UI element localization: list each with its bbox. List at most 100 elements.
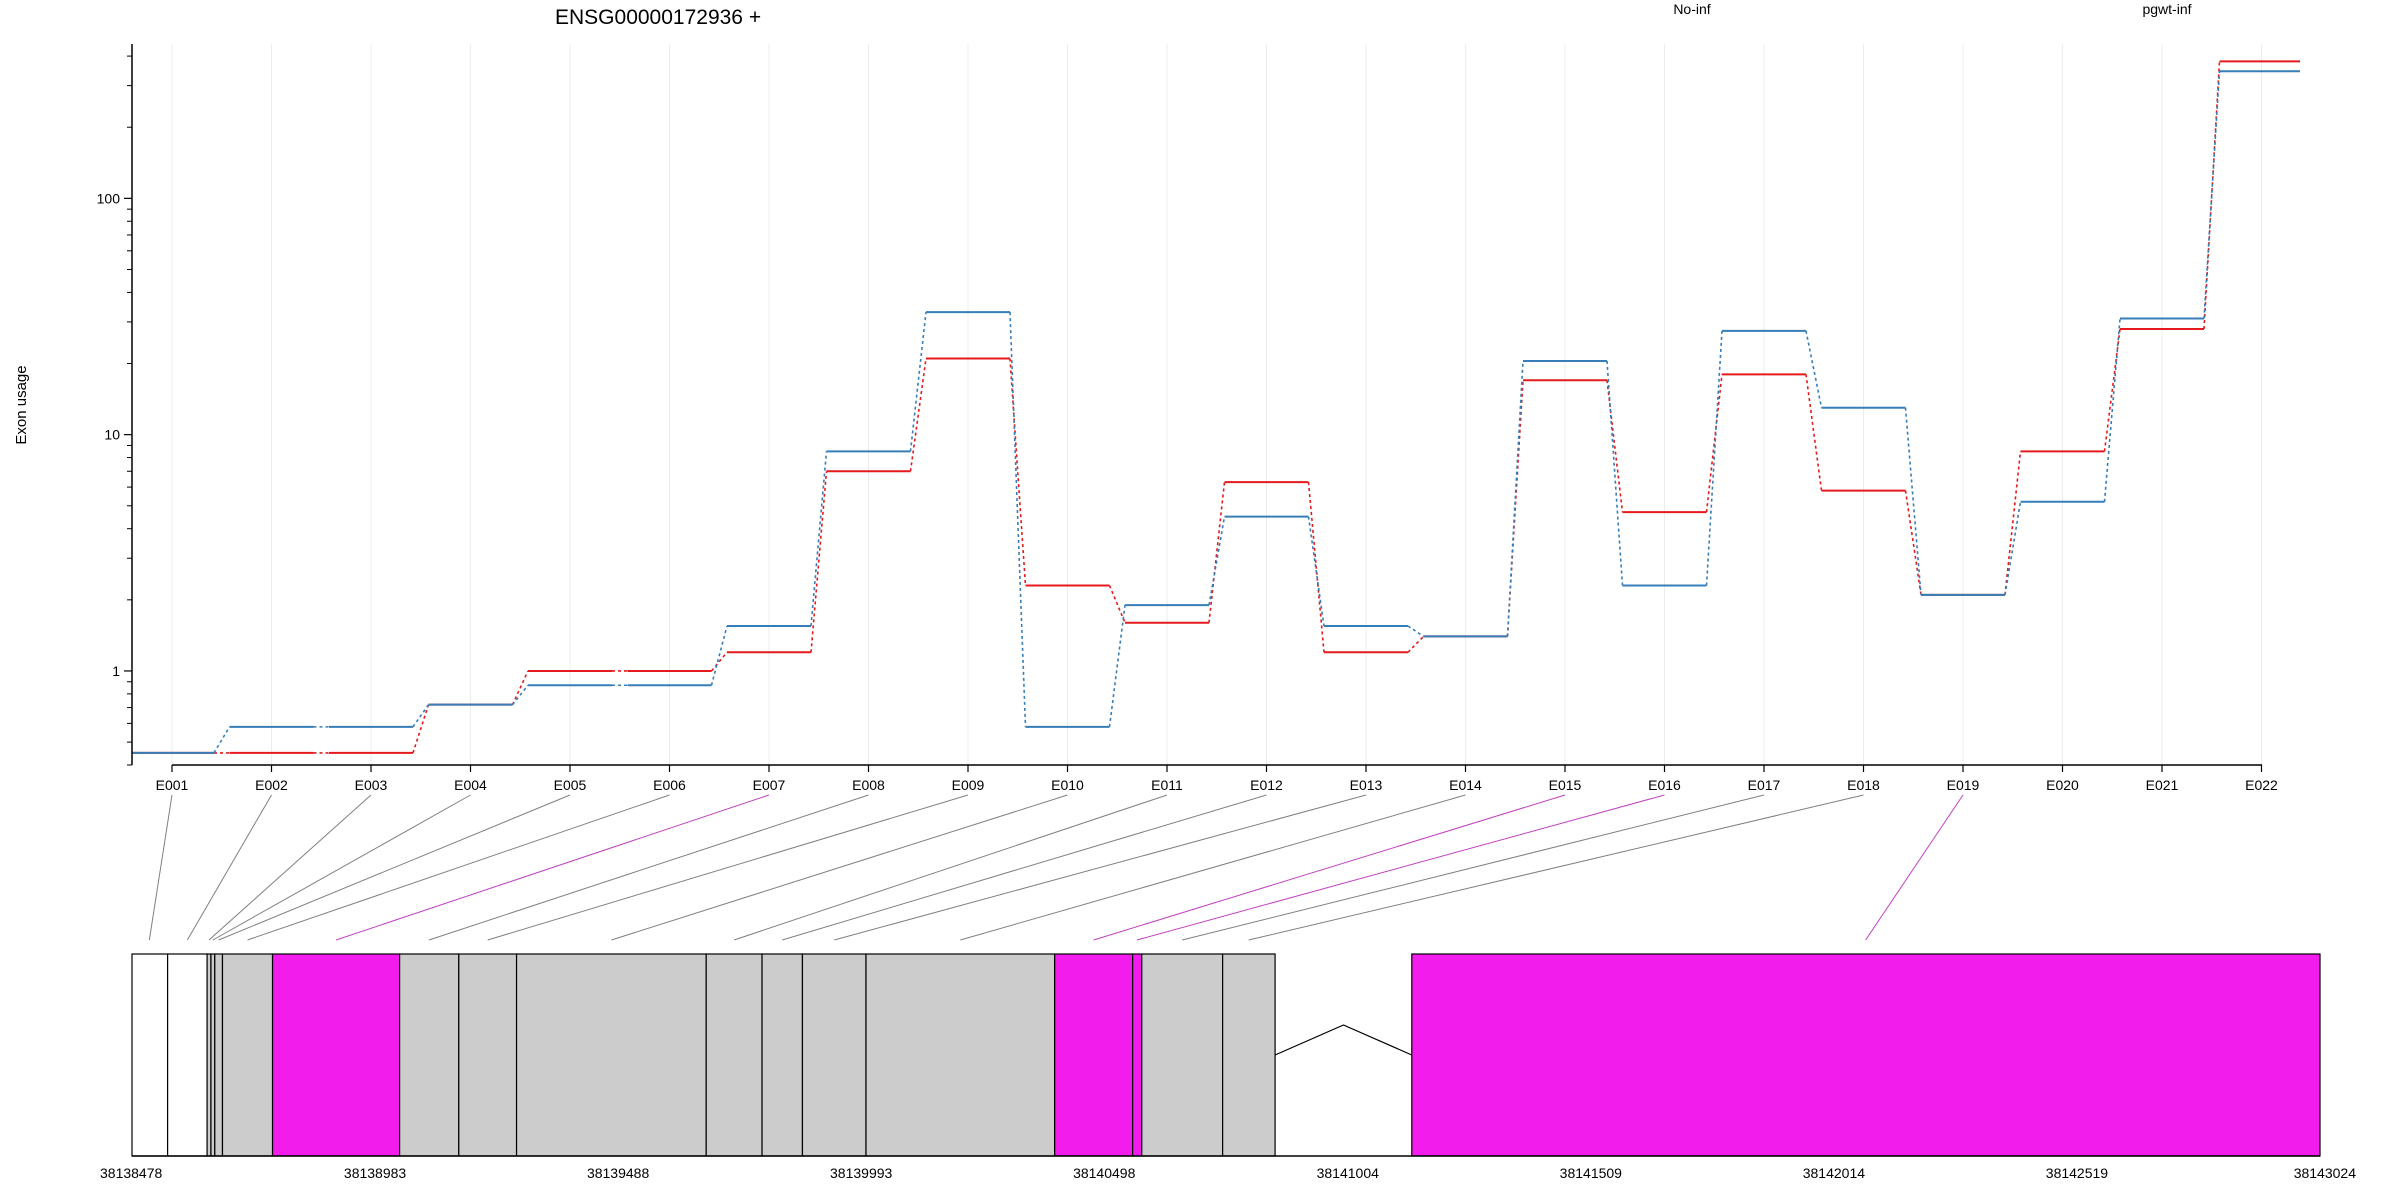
exon-connector-e006 (247, 794, 670, 941)
exon-block (801, 953, 867, 1157)
exon-connector-e019 (1865, 794, 1964, 941)
x-tick-label-e006: E006 (653, 777, 686, 793)
coordinate-label: 38143024 (2294, 1165, 2357, 1181)
x-tick-label-e017: E017 (1748, 777, 1781, 793)
x-tick-label-e014: E014 (1449, 777, 1482, 793)
exon-connector-e014 (960, 794, 1466, 941)
x-tick-label-e005: E005 (554, 777, 587, 793)
exon-connector-e011 (733, 794, 1168, 941)
data-transition (710, 625, 728, 686)
data-transition (1805, 330, 1823, 408)
legend-no-inf: No-inf (1673, 1, 1710, 17)
x-tick-label-e016: E016 (1648, 777, 1681, 793)
series-pgwt-inf (132, 70, 2300, 754)
data-transition (1904, 407, 1922, 595)
exon-block (214, 953, 224, 1157)
x-tick-label-e001: E001 (156, 777, 189, 793)
exon-connector-e005 (218, 794, 571, 941)
exon-block (515, 953, 707, 1157)
x-tick-label-e020: E020 (2046, 777, 2079, 793)
exon-block (458, 953, 518, 1157)
y-axis-label: Exon usage (13, 365, 30, 444)
x-tick-label-e012: E012 (1250, 777, 1283, 793)
exon-connector-e003 (208, 794, 372, 941)
gene-model (131, 953, 2321, 1157)
exon-block (221, 953, 274, 1157)
x-tick-label-e002: E002 (255, 777, 288, 793)
exon-block (761, 953, 804, 1157)
exon-connector-e010 (611, 794, 1068, 941)
data-transition (1307, 516, 1325, 627)
data-transition (710, 651, 728, 672)
y-tick-label: 100 (97, 190, 121, 206)
chart-title: ENSG00000172936 + (555, 6, 761, 29)
data-transition (1705, 330, 1723, 586)
data-transition (1606, 380, 1624, 513)
x-tick-label-e011: E011 (1151, 777, 1183, 793)
coordinate-label: 38139993 (830, 1165, 893, 1181)
x-tick-label-e009: E009 (952, 777, 985, 793)
exon-block (1141, 953, 1224, 1157)
data-transition (2103, 318, 2121, 502)
exon-connector-e001 (148, 794, 173, 941)
coordinate-label: 38138478 (100, 1165, 163, 1181)
x-tick-label-e022: E022 (2245, 777, 2278, 793)
data-transition (909, 358, 927, 472)
x-tick-label-e003: E003 (355, 777, 388, 793)
x-tick-label-e010: E010 (1051, 777, 1084, 793)
x-tick-label-e008: E008 (852, 777, 885, 793)
x-tick-label-e013: E013 (1350, 777, 1383, 793)
grid-lines (171, 44, 2262, 765)
coordinate-label: 38139488 (587, 1165, 650, 1181)
exon-block (705, 953, 763, 1157)
data-transition (2004, 501, 2022, 595)
x-ticks: E001 E002 E003 E004 E005 E006 E007 E008 E009 E010… (156, 765, 2278, 793)
data-transition (1506, 360, 1524, 637)
exon-connectors (148, 794, 1964, 941)
axes (131, 44, 2262, 766)
y-tick-label: 10 (104, 427, 120, 443)
data-transition (1108, 604, 1126, 727)
data-transition (1307, 482, 1325, 653)
data-transition (511, 670, 529, 706)
x-tick-label-e015: E015 (1549, 777, 1582, 793)
data-transition (1108, 585, 1126, 624)
coordinate-label: 38142014 (1803, 1165, 1866, 1181)
exon-connector-e018 (1248, 794, 1864, 941)
x-tick-label-e021: E021 (2146, 777, 2179, 793)
exon-block (131, 953, 169, 1157)
data-transition (213, 726, 231, 754)
data-transition (1208, 516, 1226, 606)
exon-block (1132, 953, 1143, 1157)
exon-block (271, 953, 401, 1157)
series-no-inf (132, 60, 2300, 754)
exon-connector-e009 (487, 794, 969, 941)
data-transition (1705, 374, 1723, 513)
y-tick-label: 1 (112, 663, 120, 679)
exon-connector-e008 (428, 794, 869, 941)
x-tick-label-e018: E018 (1847, 777, 1880, 793)
data-transition (810, 471, 828, 653)
exon-connector-e002 (186, 794, 272, 941)
exon-connector-e017 (1182, 794, 1765, 941)
data-transition (1606, 360, 1624, 586)
exon-block (1222, 953, 1276, 1157)
exon-connector-e012 (782, 794, 1267, 941)
genomic-coordinates: 38138478 38138983 38139488 38139993 38140498… (100, 1165, 2356, 1181)
exon-connector-e007 (335, 794, 770, 941)
exon-block (167, 953, 208, 1157)
data-transition (1208, 481, 1226, 623)
exon-connector-e013 (834, 794, 1367, 941)
exon-connector-e004 (212, 794, 471, 941)
coordinate-label: 38140498 (1073, 1165, 1136, 1181)
data-transition (1805, 374, 1823, 491)
data-transition (2203, 71, 2221, 319)
legend-pgwt-inf: pgwt-inf (2142, 1, 2191, 17)
coordinate-label: 38141004 (1317, 1165, 1380, 1181)
data-transition (1009, 312, 1027, 727)
x-tick-label-e004: E004 (454, 777, 487, 793)
data-transition (1407, 635, 1425, 653)
exon-connector-e016 (1136, 794, 1665, 941)
coordinate-label: 38138983 (344, 1165, 407, 1181)
